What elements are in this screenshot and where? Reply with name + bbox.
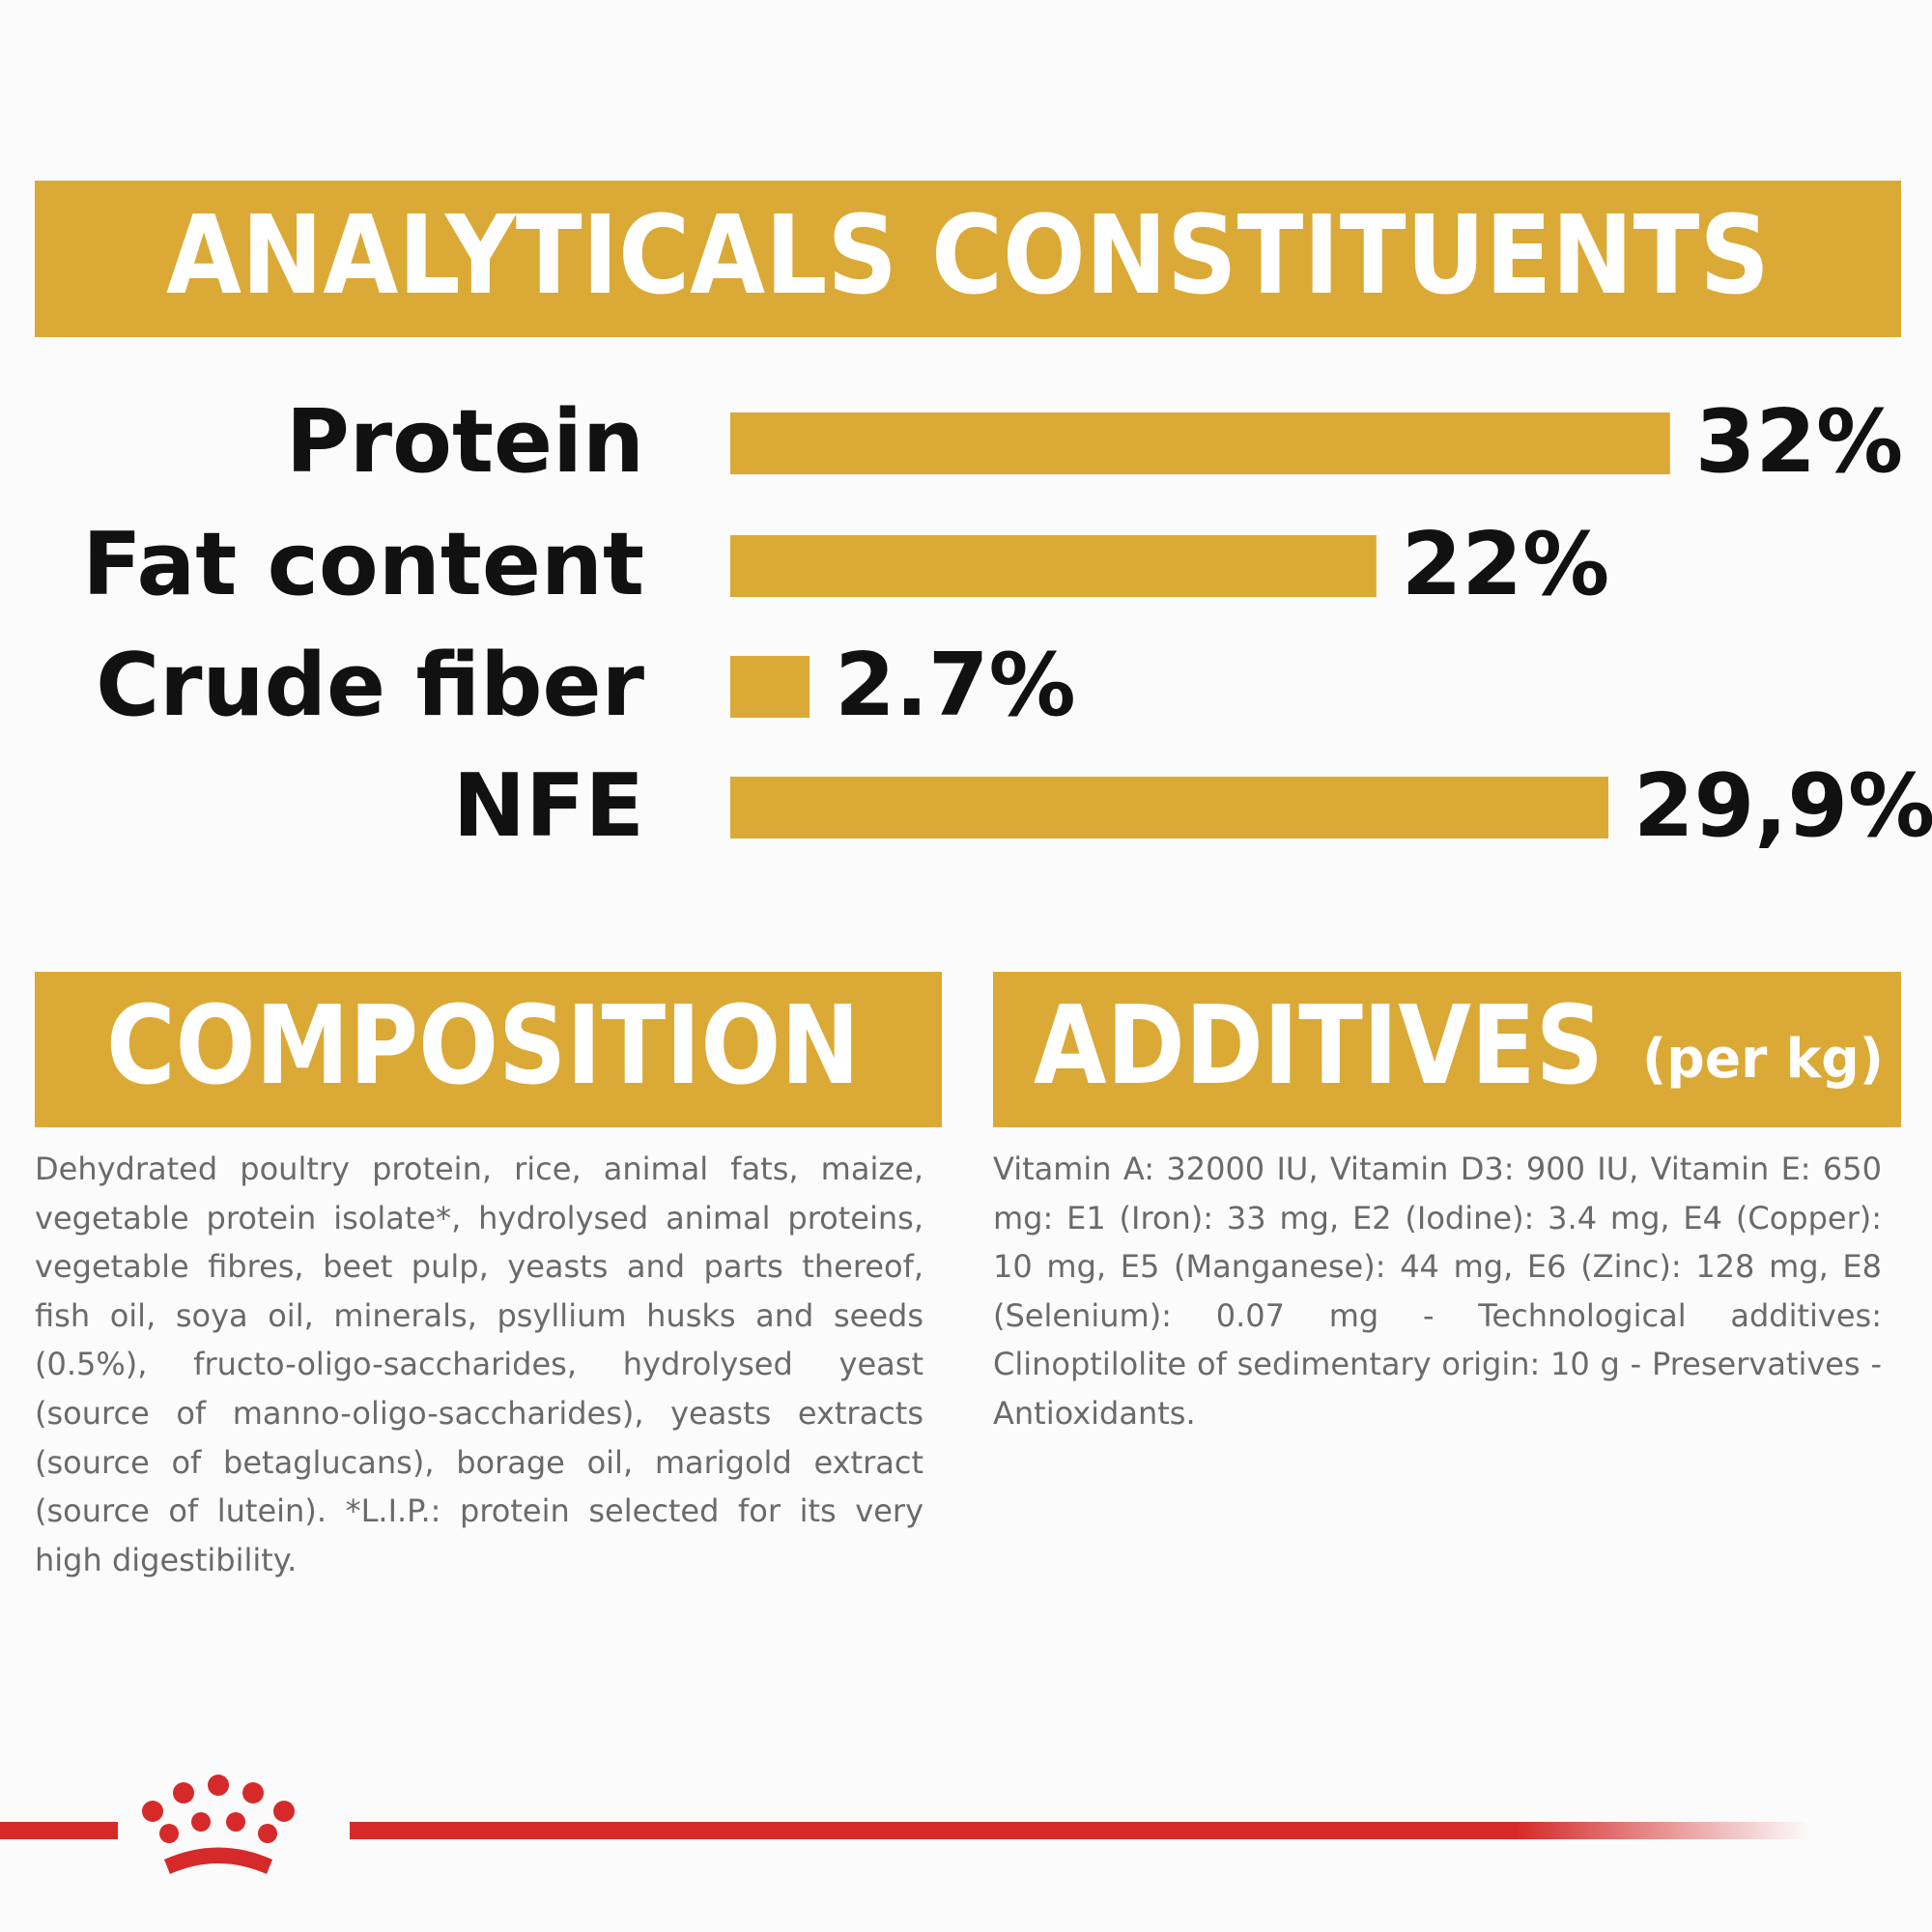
value-label: 2.7%: [835, 635, 1076, 736]
category-label: Protein: [286, 391, 644, 493]
category-label: Fat content: [82, 514, 644, 615]
value-label: 22%: [1402, 514, 1609, 615]
bar: [730, 656, 810, 718]
chart-title: ANALYTICALS CONSTITUENTS: [166, 193, 1770, 319]
composition-band: [35, 972, 942, 1127]
composition-title: COMPOSITION: [106, 983, 860, 1109]
category-label: Crude fiber: [96, 635, 644, 736]
additives-title: ADDITIVES: [1034, 983, 1604, 1109]
brand-line: [350, 1822, 1808, 1839]
value-label: 32%: [1695, 391, 1903, 493]
bar: [730, 777, 1608, 838]
composition-text: Dehydrated poultry protein, rice, animal…: [35, 1151, 923, 1578]
brand-line: [0, 1822, 118, 1839]
bar: [730, 535, 1377, 597]
additives-band: [993, 972, 1901, 1127]
value-label: 29,9%: [1634, 755, 1932, 857]
additives-unit: (per kg): [1642, 1028, 1884, 1091]
category-label: NFE: [453, 755, 644, 857]
title-band: [35, 181, 1901, 337]
brand-logo: [142, 1775, 295, 1874]
bar: [730, 412, 1670, 474]
additives-text: Vitamin A: 32000 IU, Vitamin D3: 900 IU,…: [993, 1151, 1882, 1432]
